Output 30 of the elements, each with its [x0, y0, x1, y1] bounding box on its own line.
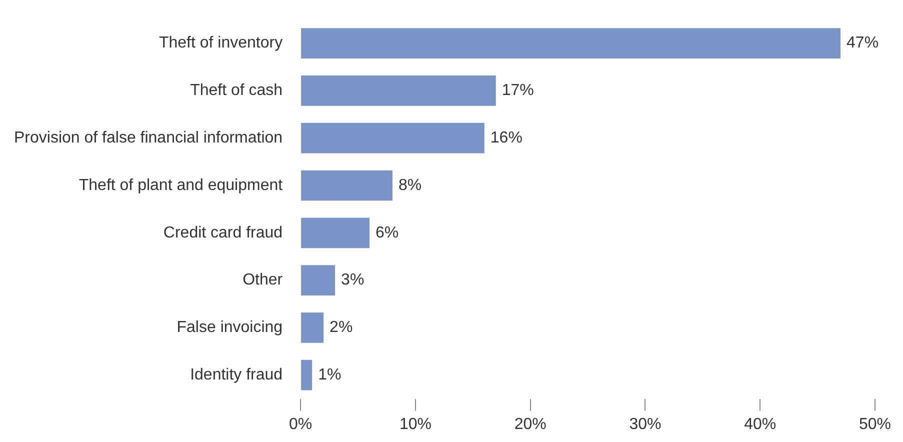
data-label: 47% [846, 34, 879, 52]
x-tick-label: 40% [744, 416, 776, 433]
x-tick-label: 50% [858, 416, 892, 433]
data-label: 8% [398, 176, 422, 194]
y-tick-label: Theft of plant and equipment [78, 176, 284, 194]
bar [301, 265, 336, 296]
y-tick-label: Theft of cash [190, 82, 283, 100]
bar [301, 76, 496, 106]
bar [301, 28, 841, 58]
x-tick-label: 30% [629, 416, 662, 433]
data-label: 2% [330, 319, 353, 336]
x-tick-label: 10% [399, 416, 432, 433]
x-tick-label: 20% [514, 416, 546, 433]
x-tick-label: 0% [289, 416, 312, 433]
bar [301, 312, 324, 343]
bar [301, 170, 392, 201]
data-label: 1% [318, 366, 342, 384]
y-tick-label: Credit card fraud [163, 224, 283, 242]
data-label: 3% [341, 272, 364, 289]
y-tick-label: Other [242, 272, 284, 289]
bar [301, 218, 370, 248]
data-label: 16% [490, 130, 522, 147]
y-tick-label: Provision of false financial information [14, 130, 283, 147]
y-tick-label: Theft of inventory [158, 34, 283, 52]
data-label: 6% [376, 224, 399, 242]
y-tick-label: Identity fraud [190, 366, 283, 384]
y-tick-label: False invoicing [176, 319, 283, 336]
bar [301, 360, 312, 390]
data-label: 17% [502, 82, 534, 100]
bar [301, 122, 484, 154]
